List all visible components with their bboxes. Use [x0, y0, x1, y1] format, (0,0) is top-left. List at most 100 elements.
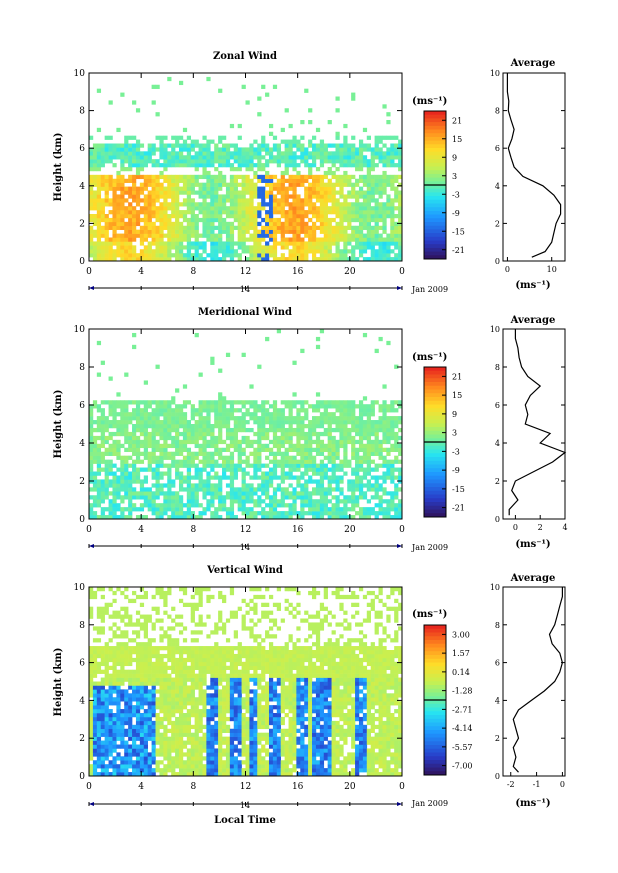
heatmap-cell [257, 459, 262, 464]
heatmap-cell [151, 439, 156, 445]
heatmap-cell [315, 420, 321, 425]
heatmap-cell [89, 241, 94, 246]
heatmap-cell [194, 467, 199, 472]
heatmap-cell [308, 163, 313, 168]
heatmap-cell [108, 713, 113, 718]
heatmap-cell [398, 174, 403, 180]
heatmap-cell [265, 455, 270, 460]
heatmap-cell [186, 455, 192, 460]
heatmap-cell [167, 241, 172, 246]
heatmap-cell [241, 487, 246, 492]
heatmap-cell [155, 404, 160, 409]
heatmap-cell [319, 139, 325, 144]
heatmap-cell [167, 174, 172, 180]
heatmap-cell [120, 487, 125, 492]
heatmap-cell [128, 167, 133, 172]
heatmap-cell [120, 495, 125, 500]
heatmap-cell [394, 229, 399, 234]
heatmap-cell [124, 495, 129, 500]
heatmap-cell [257, 416, 262, 421]
heatmap-cell [202, 245, 207, 250]
heatmap-cell [206, 483, 211, 488]
heatmap-cell [100, 257, 105, 262]
heatmap-cell [147, 455, 152, 460]
heatmap-cell [116, 642, 121, 647]
heatmap-cell [139, 487, 145, 492]
heatmap-cell [304, 416, 309, 421]
heatmap-cell [280, 182, 285, 187]
heatmap-cell [198, 241, 203, 246]
heatmap-cell [135, 427, 141, 433]
heatmap-cell [374, 186, 379, 191]
heatmap-cell [366, 167, 371, 172]
heatmap-cell [167, 151, 172, 156]
heatmap-cell [112, 728, 117, 733]
heatmap-cell [210, 229, 215, 234]
heatmap-cell [112, 677, 117, 682]
heatmap-cell [261, 217, 266, 223]
heatmap-cell [124, 713, 129, 718]
heatmap-cell [171, 515, 176, 520]
heatmap-cell [296, 257, 301, 262]
heatmap-cell [315, 404, 321, 409]
heatmap-cell [100, 245, 105, 250]
heatmap-cell [167, 697, 172, 702]
heatmap-cell [116, 420, 121, 425]
heatmap-cell [120, 499, 125, 504]
x-tick-label: 16 [292, 525, 304, 535]
heatmap-cell [319, 515, 325, 520]
heatmap-cell [378, 507, 383, 512]
zonal-profile-xlabel: (ms⁻¹) [515, 280, 550, 291]
heatmap-cell [124, 772, 129, 777]
heatmap-cell [308, 143, 313, 148]
heatmap-cell [272, 198, 278, 203]
heatmap-cell [151, 178, 156, 183]
heatmap-cell [253, 253, 258, 258]
heatmap-cell [300, 120, 305, 125]
heatmap-cell [253, 408, 258, 413]
heatmap-cell [100, 705, 105, 710]
heatmap-cell [202, 210, 207, 215]
heatmap-cell [104, 237, 109, 242]
heatmap-cell [257, 186, 262, 191]
heatmap-cell [104, 221, 109, 227]
heatmap-cell [92, 253, 98, 258]
heatmap-cell [159, 732, 164, 737]
heatmap-cell [89, 768, 94, 773]
heatmap-cell [124, 408, 129, 413]
heatmap-cell [370, 495, 375, 500]
heatmap-cell [96, 455, 102, 460]
heatmap-cell [296, 483, 301, 488]
heatmap-cell [347, 249, 352, 254]
heatmap-cell [194, 182, 199, 187]
heatmap-cell [155, 112, 160, 117]
heatmap-cell [245, 511, 250, 516]
heatmap-cell [272, 249, 278, 254]
heatmap-cell [358, 155, 364, 160]
heatmap-cell [92, 665, 98, 670]
heatmap-cell [253, 400, 258, 405]
heatmap-cell [112, 408, 117, 413]
heatmap-cell [312, 439, 317, 445]
heatmap-cell [229, 467, 235, 472]
heatmap-cell [139, 740, 145, 745]
heatmap-cell [116, 249, 121, 254]
heatmap-cell [96, 610, 102, 615]
heatmap-cell [245, 420, 250, 425]
heatmap-cell [112, 487, 117, 492]
heatmap-cell [296, 439, 301, 445]
zonal-date-left-arrow-icon [89, 286, 94, 290]
heatmap-cell [308, 194, 313, 199]
heatmap-cell [355, 420, 360, 425]
heatmap-cell [112, 198, 117, 203]
heatmap-cell [358, 206, 364, 211]
heatmap-cell [104, 233, 109, 238]
heatmap-cell [96, 190, 102, 195]
heatmap-cell [378, 245, 383, 250]
colorbar-segment [424, 251, 446, 256]
heatmap-cell [128, 245, 133, 250]
heatmap-cell [296, 435, 301, 441]
colorbar-segment [424, 498, 446, 503]
heatmap-cell [218, 507, 223, 512]
heatmap-cell [339, 412, 344, 417]
